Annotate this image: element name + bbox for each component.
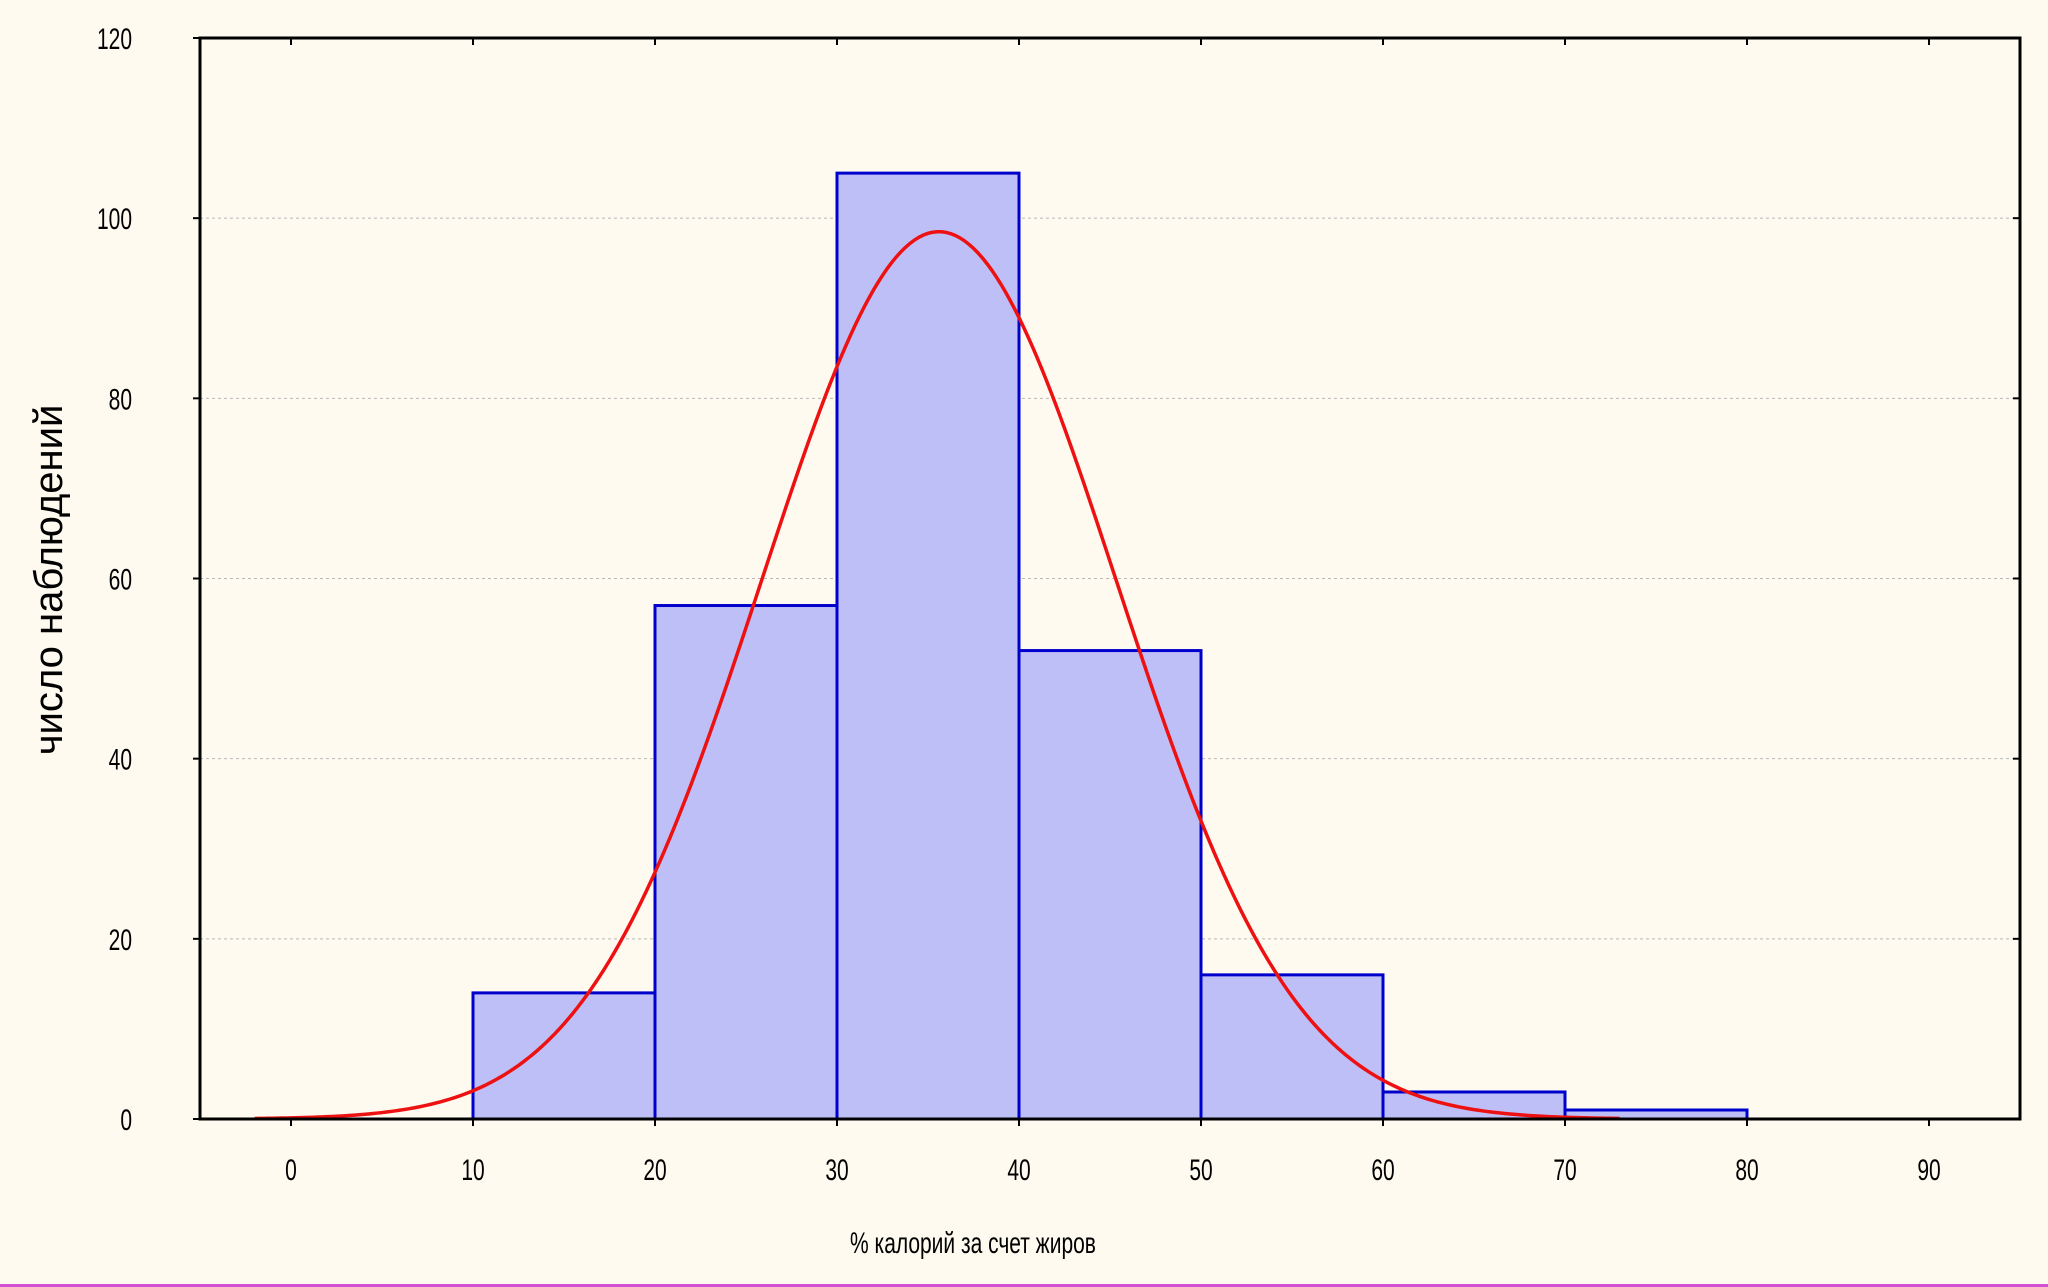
x-axis-title: % калорий за счет жиров (850, 1228, 1096, 1260)
x-tick-label: 60 (1371, 1155, 1394, 1187)
x-tick-label: 30 (825, 1155, 848, 1187)
bottom-border (0, 1284, 2048, 1287)
y-tick-label: 20 (109, 924, 132, 956)
y-axis-title: число наблюдений (27, 405, 71, 756)
normal-curve (254, 229, 1620, 1121)
x-tick-label: 10 (461, 1155, 484, 1187)
x-tick-label: 40 (1007, 1155, 1030, 1187)
y-tick-label: 60 (109, 564, 132, 596)
x-tick-label: 0 (285, 1155, 297, 1187)
x-tick-label: 50 (1189, 1155, 1212, 1187)
axis-ticks: 0 10 20 30 40 50 60 70 80 90 0 20 40 60 80 100 120 (97, 24, 2020, 1187)
y-tick-label: 40 (109, 744, 132, 776)
x-tick-label: 90 (1917, 1155, 1940, 1187)
histogram-bar (1017, 649, 1203, 1121)
y-tick-label: 100 (97, 204, 132, 236)
x-tick-label: 70 (1553, 1155, 1576, 1187)
x-tick-label: 20 (643, 1155, 666, 1187)
x-tick-label: 80 (1735, 1155, 1758, 1187)
y-tick-label: 0 (120, 1105, 132, 1137)
y-tick-label: 80 (109, 384, 132, 416)
y-tick-label: 120 (97, 24, 132, 56)
histogram-bar (835, 171, 1021, 1121)
histogram-bar (471, 991, 657, 1121)
histogram-bar (653, 604, 839, 1121)
histogram-bars (471, 171, 1749, 1121)
